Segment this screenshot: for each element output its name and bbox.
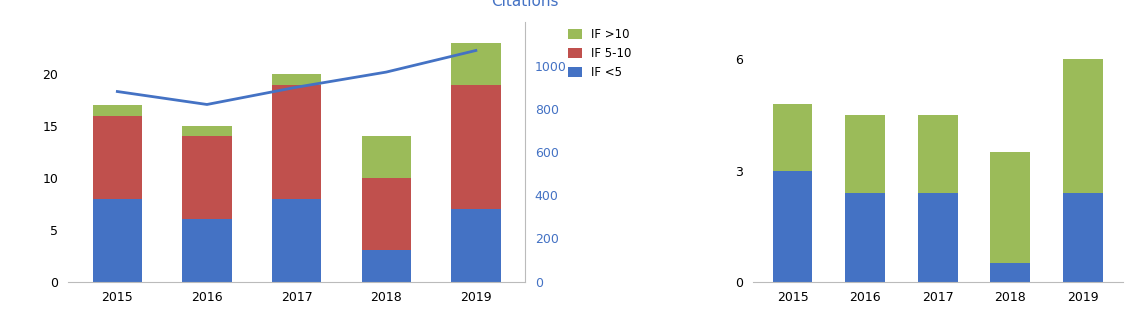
Bar [451, 43, 500, 84]
Bar [272, 84, 321, 199]
Bar [183, 220, 231, 282]
Bar [183, 126, 231, 136]
Text: Citations: Citations [491, 0, 559, 9]
Bar [845, 193, 885, 282]
Bar [845, 115, 885, 193]
Bar [93, 116, 142, 199]
Bar [93, 199, 142, 282]
Bar [772, 104, 812, 171]
Legend: IF >10, IF 5-10, IF <5: IF >10, IF 5-10, IF <5 [568, 28, 632, 79]
Bar [990, 152, 1030, 263]
Bar [183, 136, 231, 220]
Bar [362, 136, 411, 178]
Bar [772, 171, 812, 282]
Bar [1063, 60, 1102, 193]
Bar [451, 84, 500, 209]
Bar [917, 193, 957, 282]
Bar [990, 263, 1030, 282]
Bar [93, 105, 142, 116]
Bar [362, 178, 411, 251]
Bar [917, 115, 957, 193]
Bar [1063, 193, 1102, 282]
Bar [362, 251, 411, 282]
Bar [451, 209, 500, 282]
Bar [272, 199, 321, 282]
Bar [272, 74, 321, 84]
